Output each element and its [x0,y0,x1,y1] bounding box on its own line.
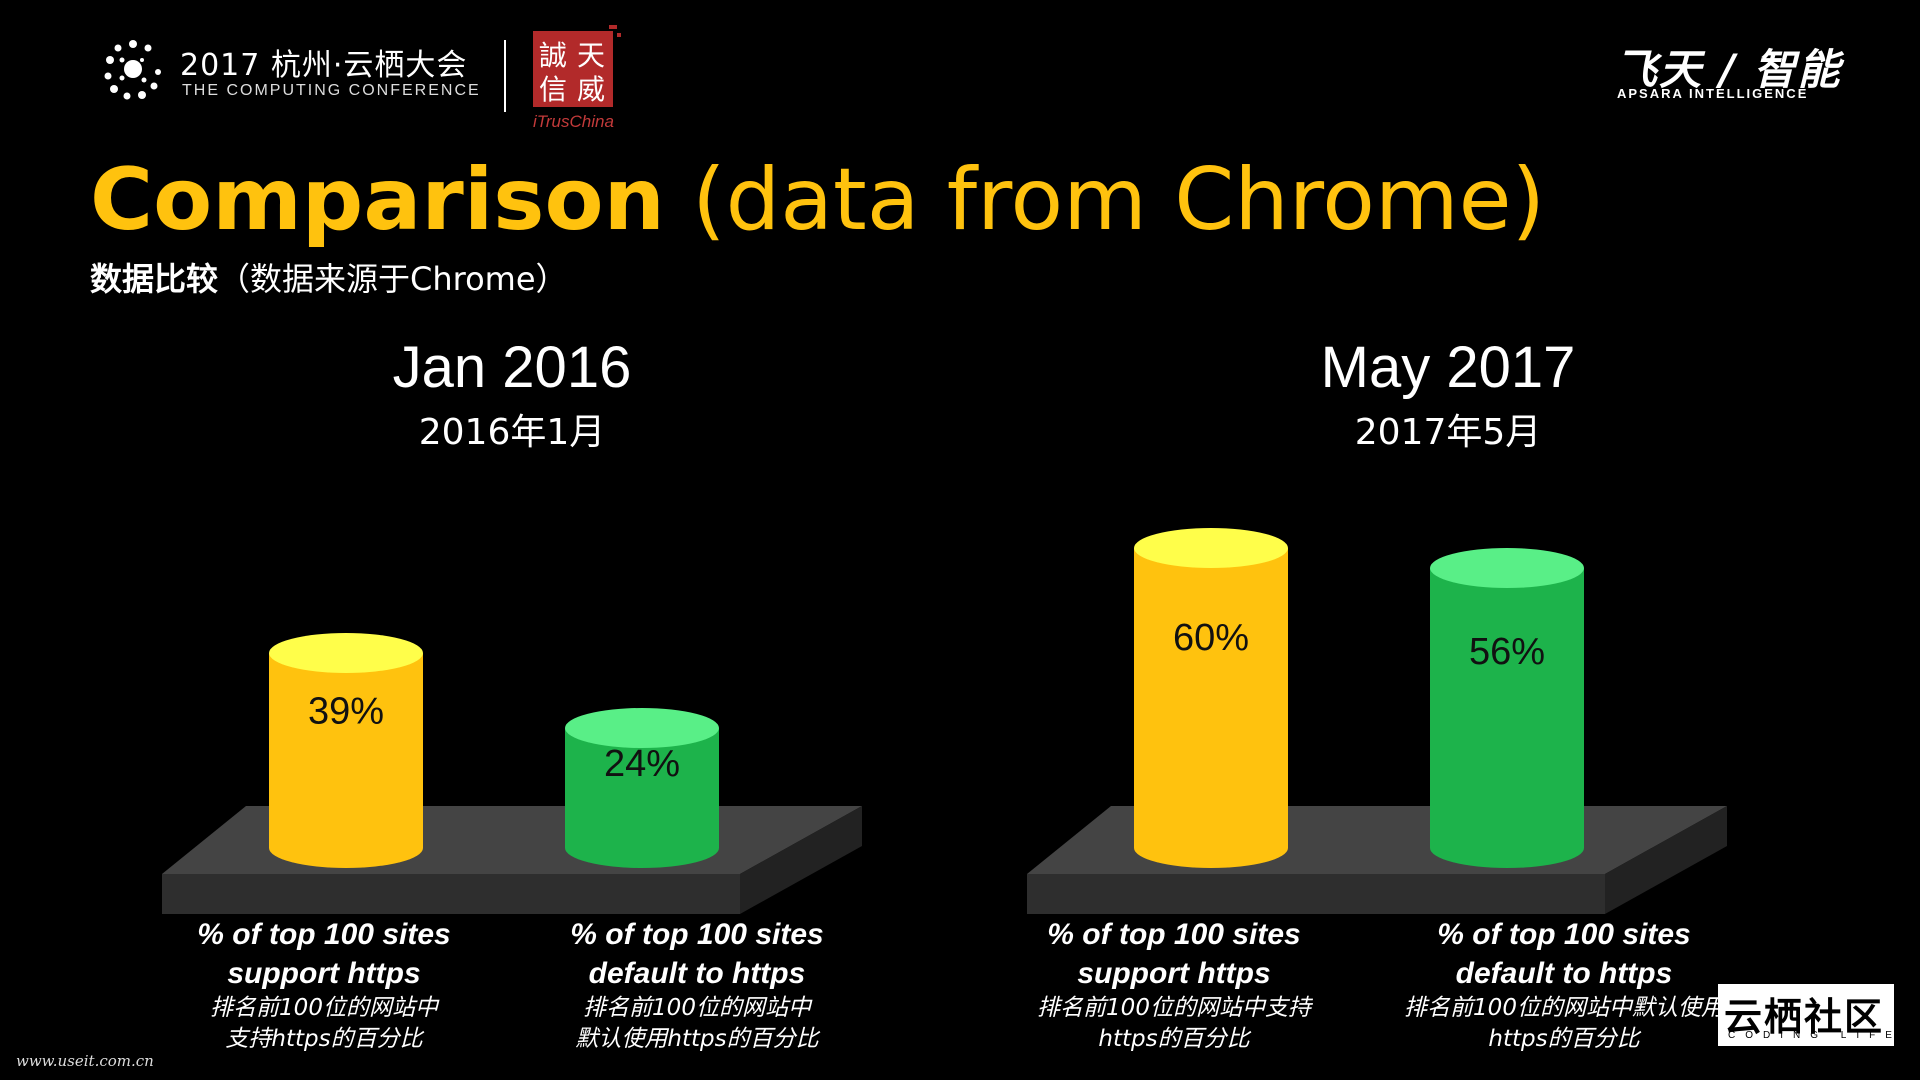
bar-cylinder: 39% [269,633,423,868]
period-right: May 2017 2017年5月 [1198,334,1698,455]
period-left-title: Jan 2016 [392,335,632,400]
yunqi-badge-subtitle: CODING LIFE [1728,1030,1902,1041]
caption-en-line: % of top 100 sites [197,918,451,951]
bar-top [1134,528,1288,568]
caption-zh-line: https的百分比 [1098,1026,1250,1052]
title-bold: Comparison [90,150,665,250]
bar-body [269,653,423,868]
apsara-brand-subtitle: APSARA INTELLIGENCE [1617,86,1809,101]
caption-left-default: % of top 100 sites default to https 排名前1… [527,915,867,1055]
caption-zh-line: 默认使用https的百分比 [575,1026,819,1052]
apsara-brand: 飞天 / 智能 [1615,45,1842,94]
caption-en-line: default to https [588,957,806,990]
yunqi-badge: 云栖社区 CODING LIFE [1718,984,1894,1046]
bar-top [269,633,423,673]
bar-cylinder: 60% [1134,528,1288,868]
bar-top [1430,548,1584,588]
conference-title: 2017 杭州·云栖大会 [180,48,468,83]
bar-cylinder: 24% [565,708,719,868]
period-left: Jan 2016 2016年1月 [262,334,762,455]
bar-data-label: 24% [604,743,680,785]
period-right-subtitle: 2017年5月 [1354,412,1542,453]
bar-data-label: 56% [1469,631,1545,673]
yunqi-badge-title: 云栖社区 [1724,995,1885,1039]
watermark: www.useit.com.cn [16,1052,154,1070]
caption-zh-line: 排名前100位的网站中 [583,995,811,1021]
caption-zh-line: 支持https的百分比 [225,1026,423,1052]
bar-body [1430,568,1584,868]
itrus-name: iTrusChina [533,112,614,131]
itrus-char: 天 [577,39,605,72]
header-divider [504,40,506,112]
platform-side [740,806,862,914]
bar-data-label: 60% [1173,617,1249,659]
caption-en-line: % of top 100 sites [570,918,824,951]
caption-en-line: support https [227,957,421,990]
bar-data-label: 39% [308,691,384,733]
conference-logo-icon [104,40,161,100]
bar-body [565,728,719,868]
caption-en-line: default to https [1455,957,1673,990]
platform-front [162,874,740,914]
caption-zh-line: 排名前100位的网站中 [210,995,438,1021]
caption-zh-line: 排名前100位的网站中支持 [1037,995,1311,1021]
caption-en-line: % of top 100 sites [1437,918,1691,951]
caption-right-default: % of top 100 sites default to https 排名前1… [1384,915,1744,1055]
itrus-char: 威 [577,73,605,106]
subtitle-bold: 数据比较 [90,260,219,298]
caption-zh-line: 排名前100位的网站中默认使用 [1404,995,1724,1021]
platform-side [1605,806,1727,914]
caption-left-support: % of top 100 sites support https 排名前100位… [154,915,494,1055]
title-rest: (data from Chrome) [664,150,1546,250]
platform-top [1027,806,1727,874]
itrus-logo: 誠 天 信 威 [533,25,621,107]
bar-top [565,708,719,748]
subtitle-rest: （数据来源于Chrome） [218,260,568,298]
itrus-char: 信 [539,73,567,106]
platform-top [162,806,862,874]
period-right-title: May 2017 [1320,335,1576,400]
page-title: Comparison (data from Chrome) [90,150,1545,250]
caption-zh-line: https的百分比 [1488,1026,1640,1052]
caption-right-support: % of top 100 sites support https 排名前100位… [1004,915,1344,1055]
bar-cylinder: 56% [1430,548,1584,868]
platform-front [1027,874,1605,914]
itrus-char: 誠 [539,39,567,72]
caption-en-line: % of top 100 sites [1047,918,1301,951]
caption-en-line: support https [1077,957,1271,990]
conference-subtitle: THE COMPUTING CONFERENCE [182,82,481,99]
bar-body [1134,548,1288,868]
page-subtitle: 数据比较（数据来源于Chrome） [90,254,568,300]
period-left-subtitle: 2016年1月 [418,412,606,453]
